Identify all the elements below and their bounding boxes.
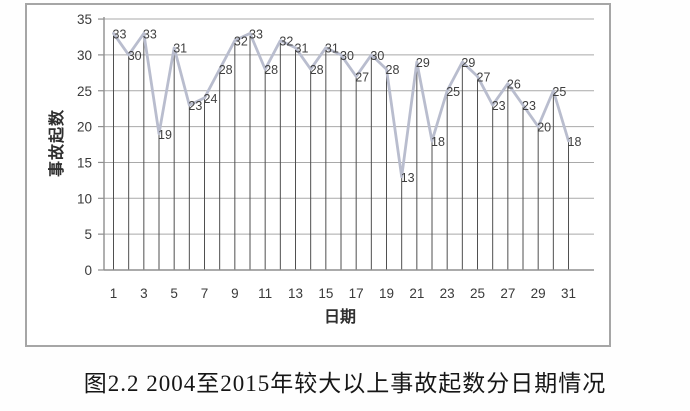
data-label: 26 [507,78,521,92]
data-label: 28 [310,63,324,77]
data-label: 19 [158,128,172,142]
data-label: 33 [249,27,263,41]
data-label: 33 [113,27,127,41]
x-tick-label: 25 [470,286,485,301]
data-label: 25 [446,85,460,99]
y-tick-label: 0 [84,263,92,278]
x-tick-label: 19 [379,286,394,301]
chart-figure: 0 5 10 15 20 25 30 35 33 30 33 19 31 23 24 28 32 33 28 32 31… [25,3,611,347]
y-tick-label: 10 [77,191,92,206]
data-label: 25 [552,85,566,99]
y-tick-label: 5 [84,227,92,242]
y-tick-label: 35 [77,12,92,27]
data-label: 27 [355,70,369,84]
data-label: 24 [204,92,218,106]
data-label: 33 [143,27,157,41]
data-label: 31 [325,42,339,56]
data-label: 13 [401,171,415,185]
data-label: 31 [295,42,309,56]
x-tick-label: 23 [440,286,455,301]
x-axis-title: 日期 [324,307,356,326]
data-labels: 3330331931232428323328323128313027302813… [113,27,582,184]
drop-lines [113,33,570,270]
figure-caption: 图2.2 2004至2015年较大以上事故起数分日期情况 [83,371,607,396]
data-label: 29 [461,56,475,70]
y-tick-labels: 0 5 10 15 20 25 30 35 [77,12,104,278]
x-tick-label: 21 [409,286,424,301]
data-label: 28 [386,63,400,77]
data-label: 23 [492,99,506,113]
data-label: 28 [264,63,278,77]
data-label: 30 [340,49,354,63]
x-tick-label: 31 [561,286,576,301]
data-label: 31 [173,42,187,56]
data-label: 30 [370,49,384,63]
data-label: 18 [431,135,445,149]
x-tick-label: 15 [318,286,333,301]
y-tick-label: 25 [77,84,92,99]
x-tick-labels: 1 3 5 7 9 11 13 15 17 19 21 23 25 27 29 31 [110,286,576,301]
y-tick-label: 15 [77,155,92,170]
data-label: 29 [416,56,430,70]
data-label: 18 [568,135,582,149]
data-label: 23 [188,99,202,113]
data-label: 32 [234,35,248,49]
y-tick-label: 20 [77,120,92,135]
x-tick-label: 13 [288,286,303,301]
series-line [112,31,570,179]
data-label: 20 [537,121,551,135]
y-axis-title: 事故起数 [47,109,66,177]
x-tick-label: 17 [349,286,364,301]
data-label: 32 [279,35,293,49]
data-label: 30 [128,49,142,63]
data-label: 27 [477,70,491,84]
x-tick-label: 3 [140,286,148,301]
x-tick-label: 29 [531,286,546,301]
accidents-by-date-line-chart: 0510152025303533303319312324283233283231… [25,3,611,347]
x-tick-label: 9 [231,286,239,301]
data-label: 23 [522,99,536,113]
x-tick-label: 5 [170,286,178,301]
data-label: 28 [219,63,233,77]
x-tick-label: 11 [258,286,272,301]
x-tick-label: 7 [201,286,209,301]
x-tick-label: 1 [110,286,118,301]
x-tick-label: 27 [500,286,515,301]
y-tick-label: 30 [77,48,92,63]
